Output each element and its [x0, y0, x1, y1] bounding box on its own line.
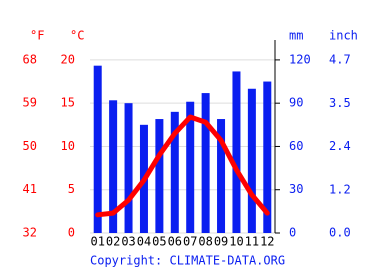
- bar: [247, 88, 256, 234]
- y-tick-label: 30: [289, 182, 303, 196]
- axis-unit: °C: [70, 29, 84, 43]
- x-tick-label: 08: [198, 235, 212, 249]
- copyright: Copyright: CLIMATE-DATA.ORG: [90, 254, 285, 268]
- x-tick-label: 10: [229, 235, 243, 249]
- y-tick-label: 0.0: [329, 226, 351, 240]
- bar: [201, 93, 210, 233]
- bar: [109, 100, 118, 234]
- y-tick-label: 60: [289, 139, 303, 153]
- bar: [170, 111, 179, 233]
- bar: [263, 81, 272, 233]
- y-tick-label: 2.4: [329, 139, 351, 153]
- y-tick-label: 20: [61, 52, 75, 66]
- y-tick-label: 5: [68, 182, 75, 196]
- y-tick-label: 3.5: [329, 96, 351, 110]
- y-tick-label: 59: [23, 96, 37, 110]
- y-tick-label: 1.2: [329, 182, 351, 196]
- x-tick-label: 01: [90, 235, 104, 249]
- bar: [155, 119, 164, 233]
- y-tick-label: 15: [61, 96, 75, 110]
- y-tick-label: 41: [23, 182, 37, 196]
- y-tick-label: 0: [68, 226, 75, 240]
- x-tick-label: 04: [137, 235, 151, 249]
- bar: [217, 119, 226, 233]
- y-tick-label: 32: [23, 226, 37, 240]
- y-tick-label: 90: [289, 96, 303, 110]
- x-tick-label: 07: [183, 235, 197, 249]
- axis-unit: mm: [289, 29, 303, 43]
- y-tick-label: 10: [61, 139, 75, 153]
- bar: [232, 71, 241, 234]
- x-tick-label: 09: [214, 235, 228, 249]
- bar: [93, 65, 102, 234]
- x-tick-label: 02: [106, 235, 120, 249]
- y-tick-label: 4.7: [329, 53, 351, 67]
- x-tick-label: 05: [152, 235, 166, 249]
- y-tick-label: 50: [23, 139, 37, 153]
- x-tick-label: 06: [168, 235, 182, 249]
- y-tick-label: 120: [289, 52, 311, 66]
- axis-unit: inch: [329, 29, 358, 43]
- y-tick-label: 68: [23, 52, 37, 66]
- axis-unit: °F: [30, 29, 44, 43]
- line: [95, 114, 270, 218]
- y-tick-label: 0: [289, 226, 296, 240]
- x-tick-label: 12: [260, 235, 274, 249]
- bar: [186, 101, 195, 233]
- x-tick-label: 11: [245, 235, 259, 249]
- bar: [124, 103, 133, 233]
- x-tick-label: 03: [121, 235, 135, 249]
